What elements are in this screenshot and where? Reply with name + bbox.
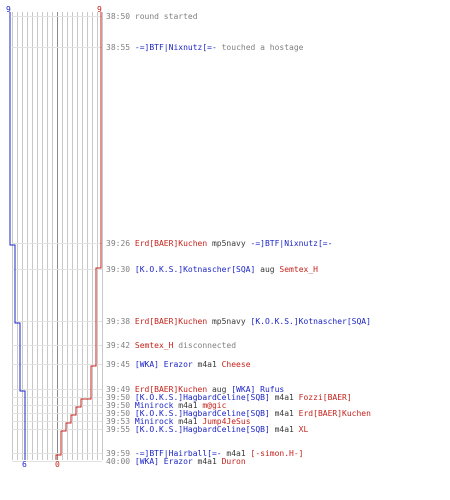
log-entry: 39:49 Erd[BAER]Kuchen aug [WKA] Rufus xyxy=(106,385,284,394)
log-entry: 38:55 -=]BTF|Nixnutz[=- touched a hostag… xyxy=(106,43,304,52)
red-end-score: 0 xyxy=(55,460,60,469)
log-timestamp: 39:30 xyxy=(106,265,135,274)
log-entry: 40:00 [WKA] Erazor m4a1 Duron xyxy=(106,457,246,466)
log-timestamp: 39:38 xyxy=(106,317,135,326)
log-entry: 39:53 Minirock m4a1 Jump4JeSus xyxy=(106,417,251,426)
log-text: aug xyxy=(255,265,280,274)
log-timestamp: 39:53 xyxy=(106,417,135,426)
blue-end-score: 6 xyxy=(22,460,27,469)
red-player-name: Jump4JeSus xyxy=(202,417,251,426)
log-text: touched a hostage xyxy=(216,43,304,52)
blue-player-name: [K.O.K.S.]HagbardCeline[SQB] xyxy=(134,393,270,402)
log-entry: 39:26 Erd[BAER]Kuchen mp5navy -=]BTF|Nix… xyxy=(106,239,332,248)
blue-player-name: -=]BTF|Nixnutz[=- xyxy=(250,239,333,248)
log-text: m4a1 xyxy=(173,417,203,426)
blue-player-name: -=]BTF|Hairball[=- xyxy=(134,449,222,458)
red-player-name: Cheese xyxy=(221,360,251,369)
blue-player-name: [K.O.K.S.]Kotnascher[SQA] xyxy=(250,317,371,326)
player-alive-graph xyxy=(9,12,103,462)
log-timestamp: 39:26 xyxy=(106,239,135,248)
red-player-name: Erd[BAER]Kuchen xyxy=(134,317,208,326)
log-entry: 39:30 [K.O.K.S.]Kotnascher[SQA] aug Semt… xyxy=(106,265,318,274)
log-timestamp: 40:00 xyxy=(106,457,135,466)
log-timestamp: 39:50 xyxy=(106,409,135,418)
log-timestamp: 38:50 xyxy=(106,12,135,21)
log-entry: 39:55 [K.O.K.S.]HagbardCeline[SQB] m4a1 … xyxy=(106,425,308,434)
blue-player-name: -=]BTF|Nixnutz[=- xyxy=(134,43,217,52)
red-player-name: Semtex_H xyxy=(279,265,318,274)
log-timestamp: 39:50 xyxy=(106,401,135,410)
blue-player-name: [WKA] Erazor xyxy=(134,360,193,369)
log-text: disconnected xyxy=(173,341,237,350)
red-player-name: Erd[BAER]Kuchen xyxy=(298,409,371,418)
blue-team-line xyxy=(9,12,26,460)
red-player-name: m@gic xyxy=(202,401,227,410)
log-text: m4a1 xyxy=(269,393,299,402)
log-timestamp: 39:55 xyxy=(106,425,135,434)
log-text: round started xyxy=(134,12,198,21)
blue-player-name: [K.O.K.S.]Kotnascher[SQA] xyxy=(134,265,256,274)
log-timestamp: 39:59 xyxy=(106,449,135,458)
log-entry: 39:38 Erd[BAER]Kuchen mp5navy [K.O.K.S.]… xyxy=(106,317,371,326)
red-player-name: Erd[BAER]Kuchen xyxy=(134,239,208,248)
log-text: mp5navy xyxy=(207,317,251,326)
log-timestamp: 39:49 xyxy=(106,385,135,394)
red-player-name: XL xyxy=(298,425,309,434)
red-start-score: 9 xyxy=(97,5,102,14)
log-text: m4a1 xyxy=(221,449,251,458)
log-text: mp5navy xyxy=(207,239,251,248)
log-timestamp: 39:45 xyxy=(106,360,135,369)
blue-start-score: 9 xyxy=(6,5,11,14)
log-text: m4a1 xyxy=(192,457,222,466)
log-timestamp: 38:55 xyxy=(106,43,135,52)
blue-player-name: Minirock xyxy=(134,401,174,410)
log-timestamp: 39:42 xyxy=(106,341,135,350)
log-entry: 39:50 [K.O.K.S.]HagbardCeline[SQB] m4a1 … xyxy=(106,409,371,418)
log-entry: 39:59 -=]BTF|Hairball[=- m4a1 [-simon.H-… xyxy=(106,449,304,458)
red-player-name: [-simon.H-] xyxy=(250,449,304,458)
blue-player-name: [K.O.K.S.]HagbardCeline[SQB] xyxy=(134,409,270,418)
red-player-name: Fozzi[BAER] xyxy=(298,393,352,402)
blue-player-name: [WKA] Erazor xyxy=(134,457,193,466)
blue-player-name: [WKA] Rufus xyxy=(231,385,285,394)
log-entry: 39:50 [K.O.K.S.]HagbardCeline[SQB] m4a1 … xyxy=(106,393,352,402)
log-entry: 39:45 [WKA] Erazor m4a1 Cheese xyxy=(106,360,251,369)
log-entry: 39:50 Minirock m4a1 m@gic xyxy=(106,401,226,410)
red-player-name: Semtex_H xyxy=(134,341,174,350)
log-timestamp: 39:50 xyxy=(106,393,135,402)
log-text: m4a1 xyxy=(269,425,299,434)
log-entry: 38:50 round started xyxy=(106,12,198,21)
blue-player-name: Minirock xyxy=(134,417,174,426)
red-player-name: Erd[BAER]Kuchen xyxy=(134,385,208,394)
log-text: m4a1 xyxy=(192,360,222,369)
log-text: m4a1 xyxy=(269,409,299,418)
blue-player-name: [K.O.K.S.]HagbardCeline[SQB] xyxy=(134,425,270,434)
red-team-line xyxy=(55,12,102,460)
red-player-name: Duron xyxy=(221,457,246,466)
log-text: aug xyxy=(207,385,232,394)
log-entry: 39:42 Semtex_H disconnected xyxy=(106,341,236,350)
log-text: m4a1 xyxy=(173,401,203,410)
